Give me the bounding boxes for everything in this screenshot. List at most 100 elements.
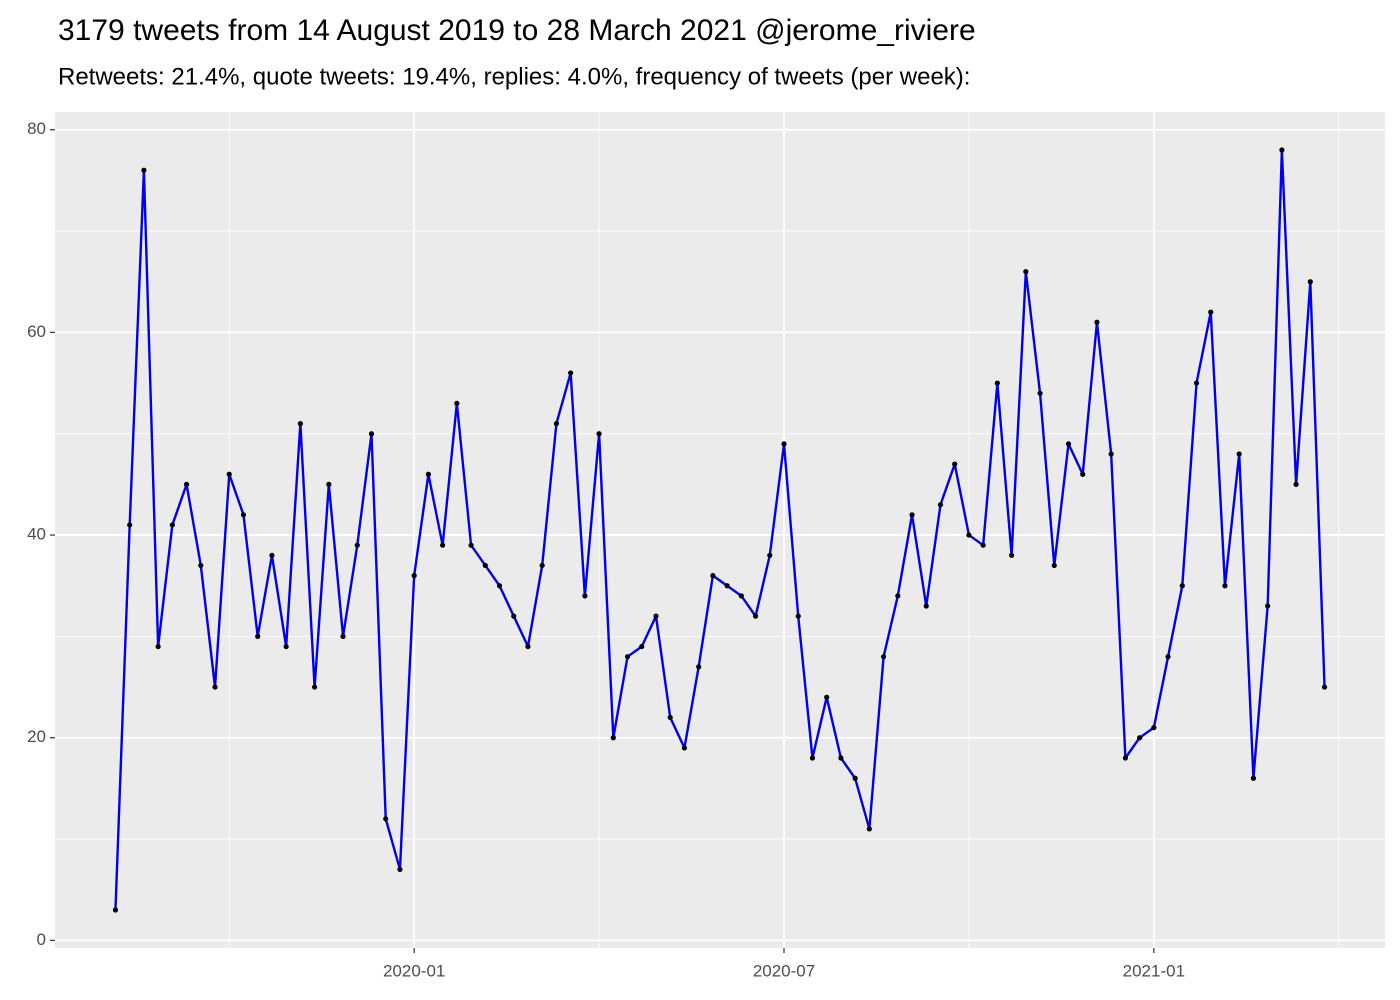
point — [240, 512, 247, 518]
point — [354, 542, 360, 548]
point — [411, 573, 417, 579]
point — [1279, 147, 1285, 153]
point — [539, 562, 545, 569]
point — [866, 826, 872, 832]
point — [397, 866, 403, 873]
point — [937, 502, 944, 508]
point — [1265, 603, 1271, 609]
point — [639, 643, 645, 650]
point — [596, 431, 602, 437]
point — [496, 583, 503, 589]
point — [553, 421, 560, 427]
point — [653, 613, 659, 619]
point — [1222, 583, 1228, 589]
point — [781, 441, 787, 447]
point — [1094, 319, 1100, 325]
point — [568, 370, 574, 376]
point — [824, 694, 830, 700]
point — [511, 613, 517, 619]
point — [681, 745, 688, 751]
point — [1065, 441, 1072, 447]
point — [738, 593, 744, 599]
point — [724, 583, 730, 589]
point — [297, 421, 303, 427]
x-tick-label: 2020-01 — [383, 961, 445, 980]
point — [1179, 583, 1185, 589]
point — [1250, 775, 1257, 781]
point — [610, 735, 616, 741]
y-tick-label: 20 — [27, 727, 46, 746]
point — [952, 461, 958, 467]
chart-subtitle: Retweets: 21.4%, quote tweets: 19.4%, re… — [58, 63, 970, 90]
point — [212, 684, 218, 690]
point — [795, 613, 801, 619]
y-tick-label: 40 — [27, 525, 46, 544]
point — [838, 755, 844, 761]
point — [425, 471, 431, 477]
point — [311, 684, 318, 690]
point — [1108, 451, 1114, 457]
point — [440, 542, 446, 548]
point — [112, 907, 119, 913]
point — [1151, 725, 1157, 731]
point — [198, 562, 204, 569]
point — [1293, 481, 1299, 487]
point — [852, 775, 858, 781]
point — [1193, 380, 1200, 386]
point — [1009, 552, 1015, 558]
point — [1165, 654, 1171, 660]
point — [909, 512, 915, 518]
point — [368, 431, 375, 437]
point — [1051, 562, 1057, 569]
point — [667, 714, 673, 721]
line — [114, 148, 1326, 911]
point — [525, 643, 531, 650]
x-tick-label: 2020-07 — [753, 961, 815, 980]
point — [624, 654, 631, 660]
point — [966, 532, 972, 538]
point — [468, 542, 474, 548]
y-tick-label: 80 — [27, 119, 46, 138]
point — [1137, 735, 1143, 741]
point — [880, 654, 887, 660]
x-tick-label: 2021-01 — [1123, 961, 1185, 980]
point — [895, 593, 901, 599]
point — [482, 562, 488, 569]
point — [994, 380, 1000, 386]
point — [582, 593, 588, 599]
point — [383, 816, 389, 822]
point — [283, 643, 289, 650]
point — [269, 552, 275, 558]
point — [255, 633, 261, 640]
point — [980, 542, 986, 548]
point — [169, 522, 175, 528]
point — [1037, 390, 1043, 396]
point — [923, 603, 929, 609]
panel — [55, 112, 1385, 948]
point — [1023, 269, 1029, 275]
point — [326, 481, 332, 487]
chart-title: 3179 tweets from 14 August 2019 to 28 Ma… — [58, 14, 976, 47]
point — [1307, 279, 1313, 285]
y-tick-label: 60 — [27, 322, 46, 341]
point — [752, 613, 759, 619]
point — [710, 573, 716, 579]
point — [141, 167, 147, 173]
point — [454, 400, 460, 406]
point — [127, 522, 133, 528]
y-tick-label: 0 — [37, 930, 46, 949]
point — [1236, 451, 1242, 457]
point — [696, 664, 702, 670]
point — [1080, 471, 1086, 477]
point — [183, 481, 190, 487]
point — [226, 471, 232, 477]
point — [1208, 309, 1214, 315]
point — [155, 643, 161, 650]
point — [809, 755, 816, 761]
point — [1122, 755, 1129, 761]
point — [767, 552, 773, 558]
point — [340, 633, 346, 640]
point — [1321, 684, 1328, 690]
